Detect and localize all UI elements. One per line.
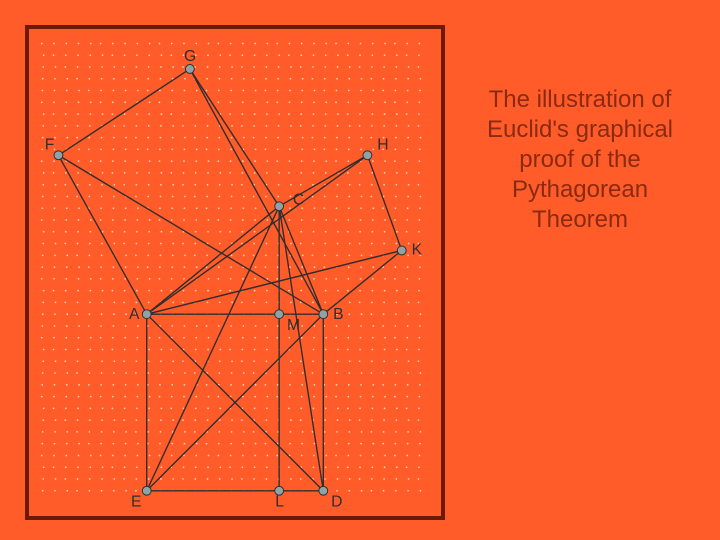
caption-text: The illustration of Euclid's graphical p… [470, 85, 690, 235]
svg-text:G: G [184, 48, 196, 65]
svg-text:E: E [131, 493, 141, 510]
svg-text:A: A [129, 306, 140, 323]
euclid-diagram-svg: A B C M D E L F G H K [29, 29, 441, 516]
svg-text:D: D [331, 493, 342, 510]
svg-text:B: B [333, 306, 343, 323]
svg-text:M: M [287, 317, 300, 334]
svg-text:H: H [377, 136, 388, 153]
slide: A B C M D E L F G H K The illustration of Euclid's… [0, 0, 720, 540]
diagram-frame: A B C M D E L F G H K [25, 25, 445, 520]
svg-text:L: L [275, 493, 284, 510]
svg-text:K: K [412, 241, 423, 258]
svg-text:F: F [45, 136, 55, 153]
svg-text:C: C [293, 191, 304, 208]
